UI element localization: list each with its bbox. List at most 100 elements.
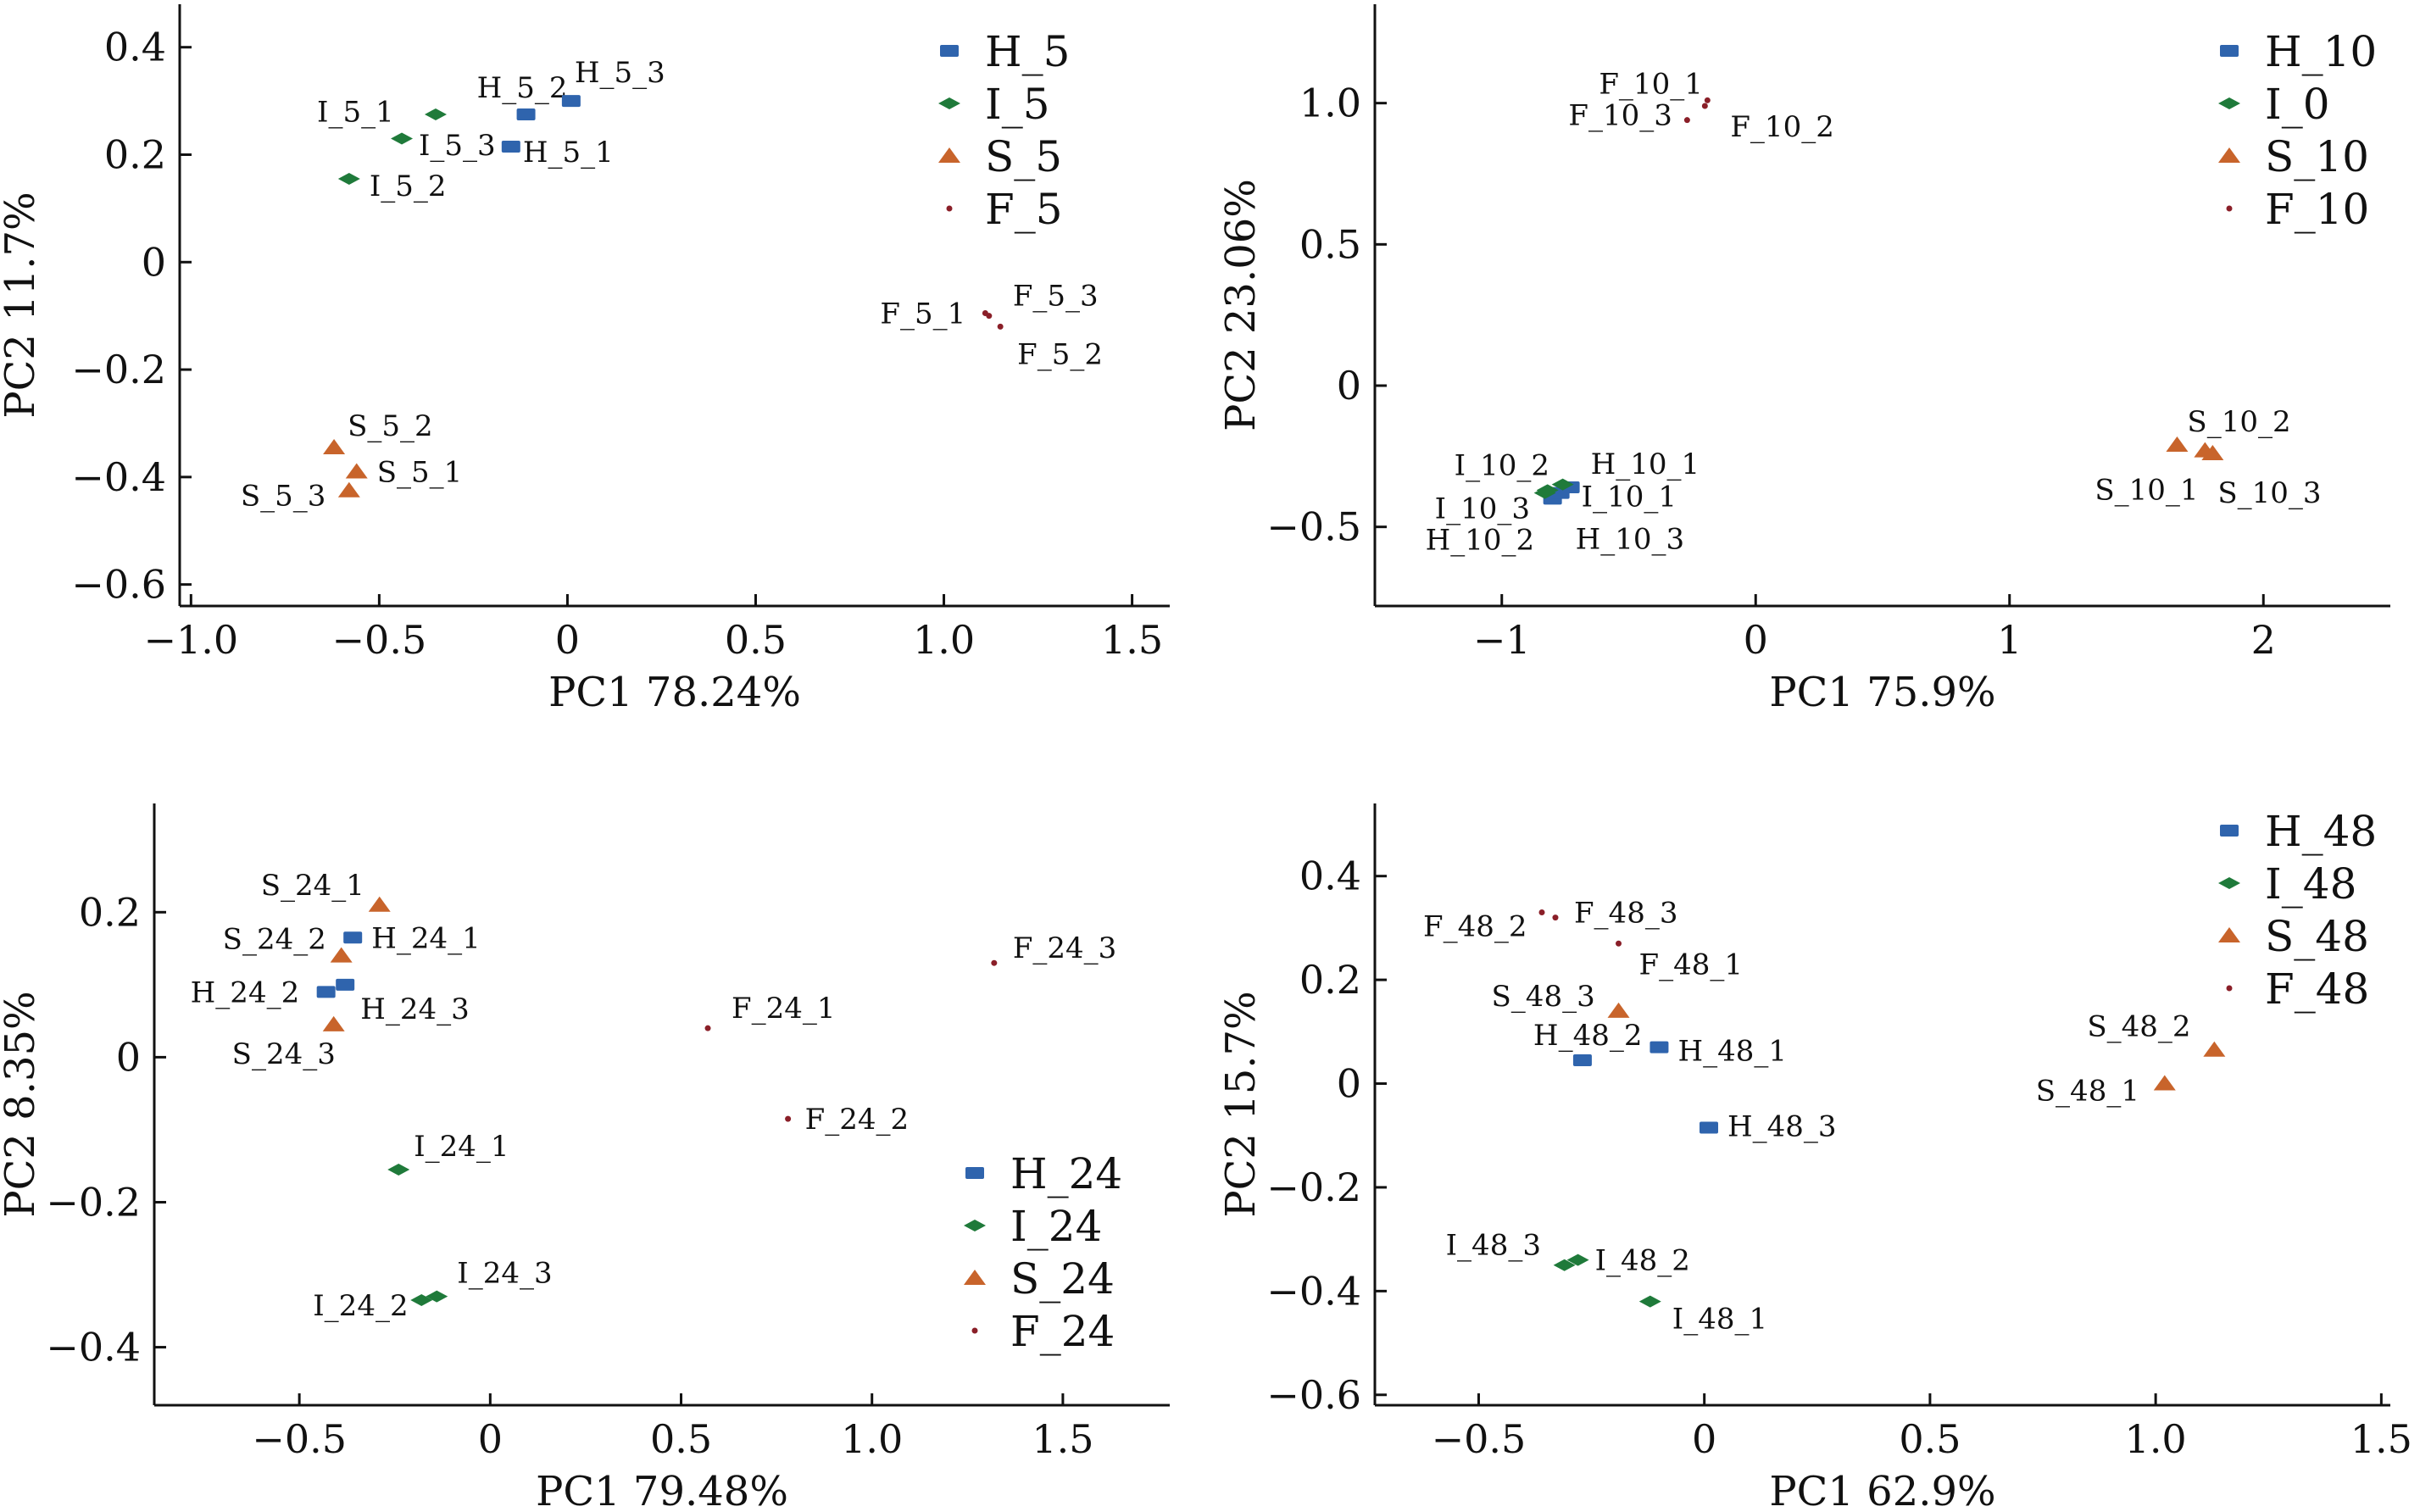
y-tick-label: 0.4 [1299, 853, 1361, 899]
point-label: S_5_2 [348, 409, 433, 443]
legend-marker-h [965, 1167, 984, 1179]
point-label: H_48_1 [1677, 1035, 1787, 1069]
x-tick-label: 0 [1692, 1416, 1716, 1462]
point-label: S_24_2 [223, 923, 326, 957]
x-tick-label: 1.5 [1101, 617, 1163, 663]
data-point-i-5-3 [424, 108, 447, 120]
point-label: F_10_2 [1730, 110, 1834, 144]
data-point-h-5-1 [501, 140, 520, 153]
point-label: S_5_3 [241, 480, 326, 514]
y-tick-label: 0.2 [104, 132, 166, 178]
point-label: F_10_3 [1568, 99, 1672, 133]
legend-label: F_24 [1010, 1307, 1115, 1356]
legend-marker-f [971, 1327, 978, 1334]
point-label: I_10_1 [1582, 481, 1677, 514]
data-point-s-5-3 [337, 481, 360, 498]
point-label: I_10_2 [1455, 448, 1549, 482]
point-label: H_5_1 [523, 136, 614, 170]
legend-label: H_10 [2265, 27, 2377, 76]
point-label: S_24_3 [232, 1037, 336, 1071]
point-label: S_10_2 [2187, 405, 2290, 439]
x-axis-label: PC1 78.24% [548, 669, 801, 716]
legend-label: H_24 [1010, 1149, 1122, 1198]
y-tick-label: −0.4 [71, 454, 166, 500]
pca-panel-3: −0.5 0 0.5 1.0 1.5 −0.4 −0.2 0 0.2 PC1 79.48% PC2 … [0, 803, 1170, 1512]
point-label: H_10_1 [1591, 447, 1700, 481]
point-label: S_48_3 [1492, 980, 1595, 1014]
legend-label: S_24 [1010, 1254, 1115, 1304]
data-point-f-48-1 [1616, 940, 1622, 947]
x-tick-label: 1.0 [841, 1416, 903, 1462]
y-tick-label: 0 [116, 1034, 141, 1080]
y-tick-label: −0.2 [46, 1179, 141, 1225]
legend-marker-i [2218, 877, 2240, 889]
data-point-s-10-3 [2201, 445, 2224, 460]
data-point-h-5-3 [561, 95, 581, 108]
point-label: F_5_2 [1017, 337, 1103, 371]
point-label: I_48_3 [1446, 1229, 1541, 1263]
point-label: S_24_1 [261, 869, 364, 903]
x-tick-label: 0 [478, 1416, 503, 1462]
x-tick-label: 0.5 [1899, 1416, 1961, 1462]
data-point-f-24-3 [991, 959, 998, 966]
point-label: F_48_1 [1639, 948, 1744, 981]
legend-label: I_24 [1010, 1202, 1102, 1251]
x-tick-label: 1.5 [2350, 1416, 2412, 1462]
data-point-h-48-2 [1572, 1053, 1592, 1066]
y-tick-label: −0.4 [1266, 1268, 1361, 1314]
legend-label: H_48 [2265, 807, 2377, 856]
data-point-i-24-3 [426, 1290, 448, 1303]
point-label: H_10_3 [1576, 523, 1685, 557]
data-point-f-24-1 [704, 1025, 711, 1031]
legend-marker-i [2218, 97, 2240, 109]
data-point-s-24-3 [322, 1015, 345, 1031]
data-point-i-10-3 [1533, 486, 1556, 499]
data-point-i-5-1 [391, 132, 414, 145]
point-label: F_48_2 [1423, 910, 1527, 944]
data-point-s-5-2 [323, 438, 346, 454]
legend-marker-f [2226, 205, 2233, 212]
data-point-f-10-3 [1683, 117, 1690, 124]
data-point-s-48-3 [1607, 1002, 1630, 1018]
x-tick-label: 0 [555, 617, 580, 663]
y-tick-label: 0.2 [1299, 957, 1361, 1003]
legend-marker-i [964, 1220, 986, 1231]
data-point-i-48-2 [1566, 1254, 1589, 1266]
data-point-h-24-3 [336, 978, 355, 991]
y-tick-label: 0 [1337, 1061, 1361, 1107]
legend-label: H_5 [985, 27, 1070, 76]
x-tick-label: 0.5 [725, 617, 787, 663]
legend-label: F_5 [985, 185, 1063, 234]
x-tick-label: −1 [1473, 617, 1531, 663]
legend-marker-s [938, 147, 960, 163]
legend-label: I_5 [985, 80, 1050, 129]
legend-marker-s [2218, 147, 2240, 163]
point-label: I_5_1 [317, 95, 394, 129]
point-label: I_24_2 [313, 1289, 408, 1323]
y-tick-label: −0.4 [46, 1325, 141, 1370]
data-point-s-24-1 [368, 896, 391, 912]
point-label: H_24_2 [191, 976, 300, 1009]
data-point-f-48-2 [1538, 909, 1545, 916]
legend-label: S_5 [985, 132, 1062, 181]
x-tick-label: 0.5 [650, 1416, 712, 1462]
x-tick-label: −0.5 [1432, 1416, 1527, 1462]
legend-label: S_10 [2265, 132, 2369, 181]
y-tick-label: 0.4 [104, 25, 166, 70]
point-label: H_24_3 [360, 992, 470, 1026]
legend-label: F_48 [2265, 964, 2369, 1014]
data-point-i-10-1 [1551, 478, 1574, 491]
legend-marker-h [940, 45, 959, 57]
point-label: F_5_1 [880, 297, 965, 331]
data-point-f-5-2 [997, 323, 1004, 330]
legend-marker-h [2220, 825, 2239, 837]
y-tick-label: −0.6 [1266, 1372, 1361, 1418]
y-tick-label: 0.5 [1299, 221, 1361, 267]
legend-marker-f [946, 205, 953, 212]
legend-label: I_0 [2265, 80, 2330, 129]
point-label: S_5_1 [377, 456, 463, 490]
y-axis-label: PC2 11.7% [0, 192, 44, 418]
data-point-f-10-2 [1701, 103, 1708, 109]
point-label: S_10_3 [2217, 476, 2321, 510]
